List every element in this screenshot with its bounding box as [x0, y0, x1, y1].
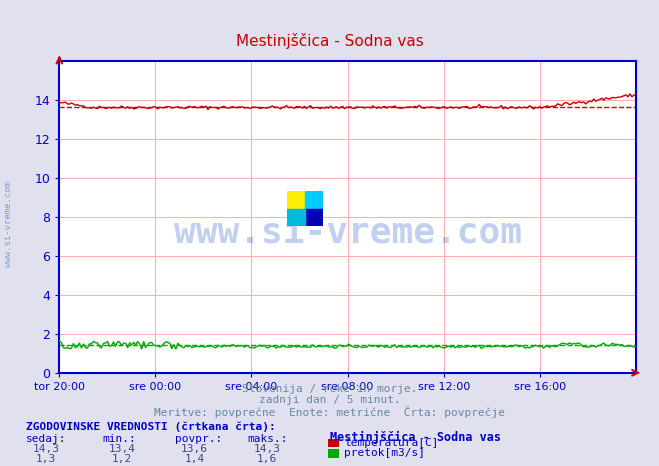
Text: Slovenija / reke in morje.: Slovenija / reke in morje.	[242, 384, 417, 394]
Text: www.si-vreme.com: www.si-vreme.com	[173, 215, 522, 249]
Text: maks.:: maks.:	[247, 434, 287, 444]
Text: sedaj:: sedaj:	[26, 434, 67, 444]
Text: 14,3: 14,3	[254, 444, 280, 453]
Text: ZGODOVINSKE VREDNOSTI (črtkana črta):: ZGODOVINSKE VREDNOSTI (črtkana črta):	[26, 422, 276, 432]
Text: 1,4: 1,4	[185, 454, 204, 464]
Text: 1,3: 1,3	[36, 454, 56, 464]
Text: pretok[m3/s]: pretok[m3/s]	[344, 448, 425, 459]
Text: 1,2: 1,2	[112, 454, 132, 464]
Bar	[304, 208, 323, 226]
Text: 14,3: 14,3	[33, 444, 59, 453]
Text: Meritve: povprečne  Enote: metrične  Črta: povprečje: Meritve: povprečne Enote: metrične Črta:…	[154, 406, 505, 418]
Text: povpr.:: povpr.:	[175, 434, 222, 444]
Text: zadnji dan / 5 minut.: zadnji dan / 5 minut.	[258, 395, 401, 405]
Text: min.:: min.:	[102, 434, 136, 444]
Text: temperatura[C]: temperatura[C]	[344, 438, 438, 448]
Bar	[287, 191, 304, 208]
Text: Mestinjščica - Sodna vas: Mestinjščica - Sodna vas	[330, 431, 500, 444]
Text: www.si-vreme.com: www.si-vreme.com	[4, 181, 13, 267]
Bar	[304, 191, 323, 208]
Text: 13,6: 13,6	[181, 444, 208, 453]
Polygon shape	[287, 208, 304, 226]
Text: Mestinjščica - Sodna vas: Mestinjščica - Sodna vas	[236, 33, 423, 49]
Text: 1,6: 1,6	[257, 454, 277, 464]
Text: 13,4: 13,4	[109, 444, 135, 453]
